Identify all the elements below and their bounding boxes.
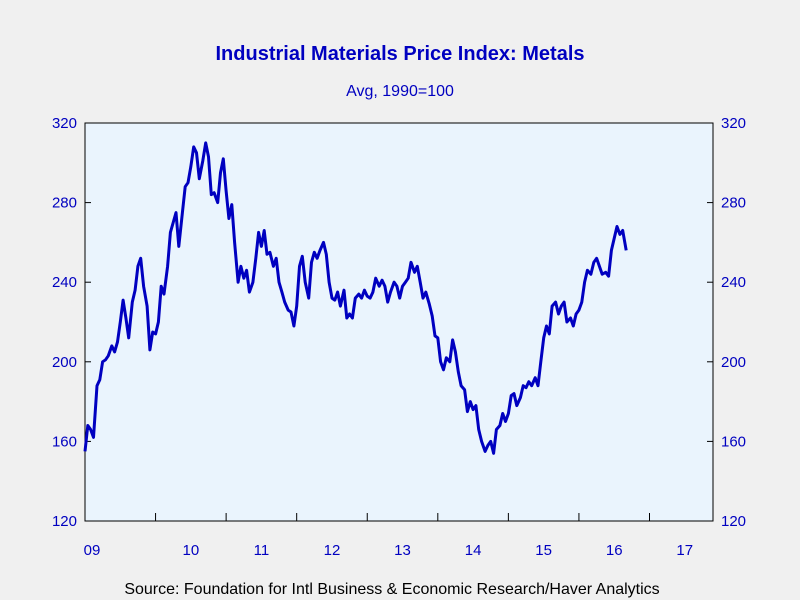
y-tick-label-right: 120 [721,513,746,530]
y-tick-label-right: 200 [721,354,746,371]
y-tick-label-right: 240 [721,274,746,291]
chart-subtitle: Avg, 1990=100 [346,83,454,100]
x-tick-label: 17 [676,542,693,559]
chart-title: Industrial Materials Price Index: Metals [215,43,584,65]
x-tick-label: 16 [606,542,623,559]
y-tick-label-right: 280 [721,195,746,212]
x-tick-label: 14 [465,542,482,559]
y-tick-label-left: 200 [52,354,77,371]
x-axis: 09 10 11 12 13 14 15 16 17 [84,513,693,559]
y-tick-label-left: 120 [52,513,77,530]
x-tick-label: 15 [535,542,552,559]
right-y-axis: 120 160 200 240 280 320 [707,115,746,530]
source-note: Source: Foundation for Intl Business & E… [124,581,659,598]
series-line [83,141,628,455]
x-tick-label: 13 [394,542,411,559]
y-tick-label-right: 320 [721,115,746,132]
plot-area [84,122,714,522]
y-tick-label-left: 320 [52,115,77,132]
y-tick-label-left: 240 [52,274,77,291]
x-tick-label: 10 [182,542,199,559]
x-tick-label: 12 [324,542,341,559]
x-tick-label: 09 [84,542,101,559]
x-tick-label: 11 [254,542,270,559]
y-tick-label-left: 280 [52,195,77,212]
left-y-axis: 120 160 200 240 280 320 [52,115,91,530]
y-tick-label-left: 160 [52,433,77,450]
y-tick-label-right: 160 [721,433,746,450]
